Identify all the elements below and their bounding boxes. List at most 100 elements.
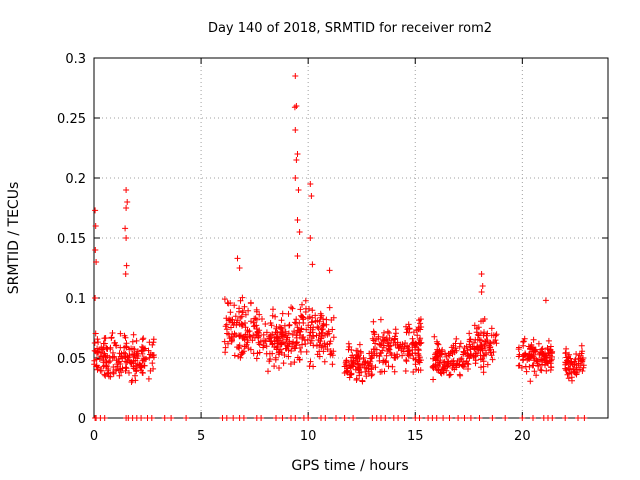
data-point (306, 313, 313, 320)
data-point (125, 354, 132, 361)
data-point (146, 354, 153, 361)
data-point (129, 351, 136, 358)
data-point (295, 187, 302, 193)
data-point (415, 326, 422, 332)
data-point (138, 348, 145, 355)
data-point (461, 364, 467, 370)
data-point (403, 329, 410, 336)
data-point (278, 349, 285, 356)
data-point (229, 336, 235, 343)
data-point (101, 335, 108, 342)
data-point (276, 365, 282, 371)
data-point (466, 341, 473, 348)
data-point (150, 365, 157, 372)
data-point (580, 362, 587, 369)
data-point (433, 415, 440, 421)
data-point (581, 415, 588, 421)
data-point (415, 350, 422, 357)
data-point (472, 360, 479, 367)
x-axis-label: GPS time / hours (291, 458, 408, 474)
data-point (329, 352, 336, 359)
data-point (453, 335, 460, 342)
data-point (308, 193, 315, 199)
data-point (414, 332, 421, 339)
data-point (278, 341, 284, 348)
y-tick-label: 0.15 (57, 232, 86, 247)
data-point (542, 297, 549, 304)
data-point (123, 187, 130, 193)
data-point (122, 343, 129, 350)
data-point (401, 415, 408, 421)
data-point (314, 324, 321, 330)
data-point (530, 336, 537, 343)
data-point (484, 361, 491, 368)
data-point (107, 344, 114, 351)
data-point (326, 304, 333, 311)
data-point (394, 342, 401, 348)
data-point (139, 370, 146, 376)
data-point (316, 341, 323, 348)
data-point (395, 415, 402, 421)
data-point (416, 415, 423, 421)
data-point (268, 338, 275, 345)
data-point (329, 326, 336, 333)
data-point (236, 332, 242, 339)
data-point (534, 358, 541, 365)
data-point (98, 367, 105, 374)
data-point (227, 309, 234, 316)
data-point (488, 325, 495, 332)
data-point (470, 354, 477, 361)
data-point (544, 346, 551, 353)
data-point (292, 127, 299, 133)
data-point (321, 340, 328, 347)
data-point (124, 199, 131, 205)
data-point (417, 335, 424, 342)
data-point (129, 338, 136, 345)
x-tick-label: 10 (300, 429, 317, 444)
data-point (117, 330, 124, 337)
data-point (544, 358, 551, 365)
data-point (122, 358, 129, 365)
data-point (314, 317, 321, 324)
data-point (478, 271, 485, 277)
data-point (575, 415, 581, 421)
data-point (320, 348, 327, 355)
data-point (133, 350, 140, 357)
data-point (235, 353, 242, 360)
data-point (577, 355, 584, 362)
data-point (236, 308, 242, 315)
data-point (399, 352, 406, 359)
data-point (520, 356, 527, 363)
data-point (418, 339, 425, 346)
data-point (285, 353, 292, 360)
data-point (122, 271, 129, 277)
data-point (456, 343, 463, 350)
data-point (450, 361, 457, 368)
data-point (488, 332, 495, 339)
data-point (307, 324, 314, 331)
data-point (294, 217, 301, 223)
data-point (545, 337, 552, 344)
data-point (471, 339, 477, 346)
data-point (385, 363, 392, 370)
data-point (549, 348, 556, 355)
data-point (357, 350, 364, 356)
data-point (573, 362, 580, 369)
data-point (296, 356, 303, 363)
data-point (319, 326, 326, 333)
y-tick-label: 0.3 (65, 52, 86, 67)
data-point (432, 363, 439, 370)
data-point (459, 363, 466, 369)
data-point (221, 296, 228, 303)
data-point (564, 357, 571, 364)
data-point (239, 294, 246, 301)
data-point (270, 306, 276, 313)
data-point (97, 353, 104, 360)
data-point (263, 329, 270, 336)
data-point (303, 348, 310, 355)
data-point (492, 337, 499, 344)
data-point (94, 336, 101, 343)
data-point (93, 259, 100, 265)
data-point (540, 351, 547, 358)
